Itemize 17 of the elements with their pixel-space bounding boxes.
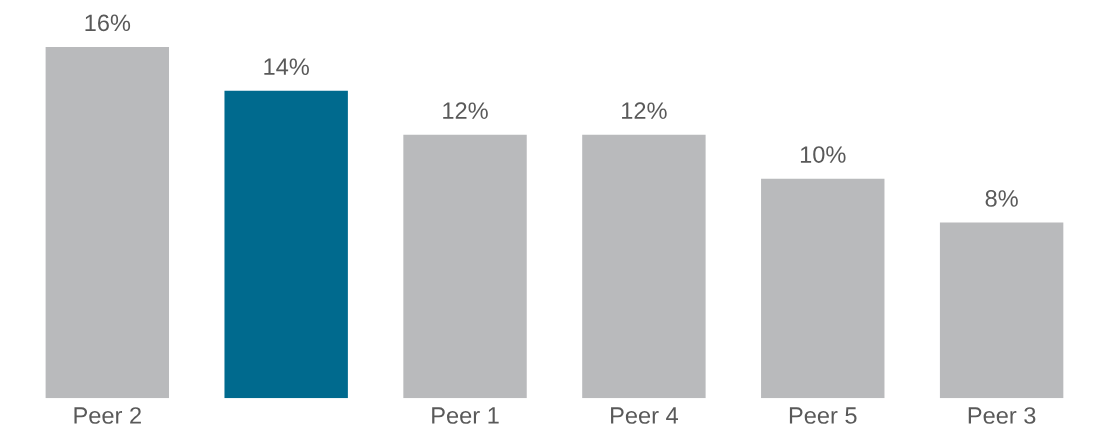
x-tick-label: Peer 1 xyxy=(432,407,499,424)
data-label: 16% xyxy=(85,14,131,32)
bar xyxy=(45,46,170,399)
data-label: 12% xyxy=(622,102,667,119)
bar xyxy=(939,222,1064,399)
bar xyxy=(224,90,348,399)
x-tick-label: Peer 3 xyxy=(968,407,1036,424)
data-label: 12% xyxy=(443,102,488,119)
data-label: 14% xyxy=(264,58,309,75)
x-tick-label: Peer 2 xyxy=(74,407,141,424)
data-label: 10% xyxy=(800,146,846,163)
x-tick-label: Peer 4 xyxy=(611,407,678,424)
bar xyxy=(582,134,706,399)
x-tick-label: Peer 5 xyxy=(789,407,857,424)
bar xyxy=(403,134,527,399)
bar xyxy=(761,178,885,399)
data-label: 8% xyxy=(985,190,1018,207)
